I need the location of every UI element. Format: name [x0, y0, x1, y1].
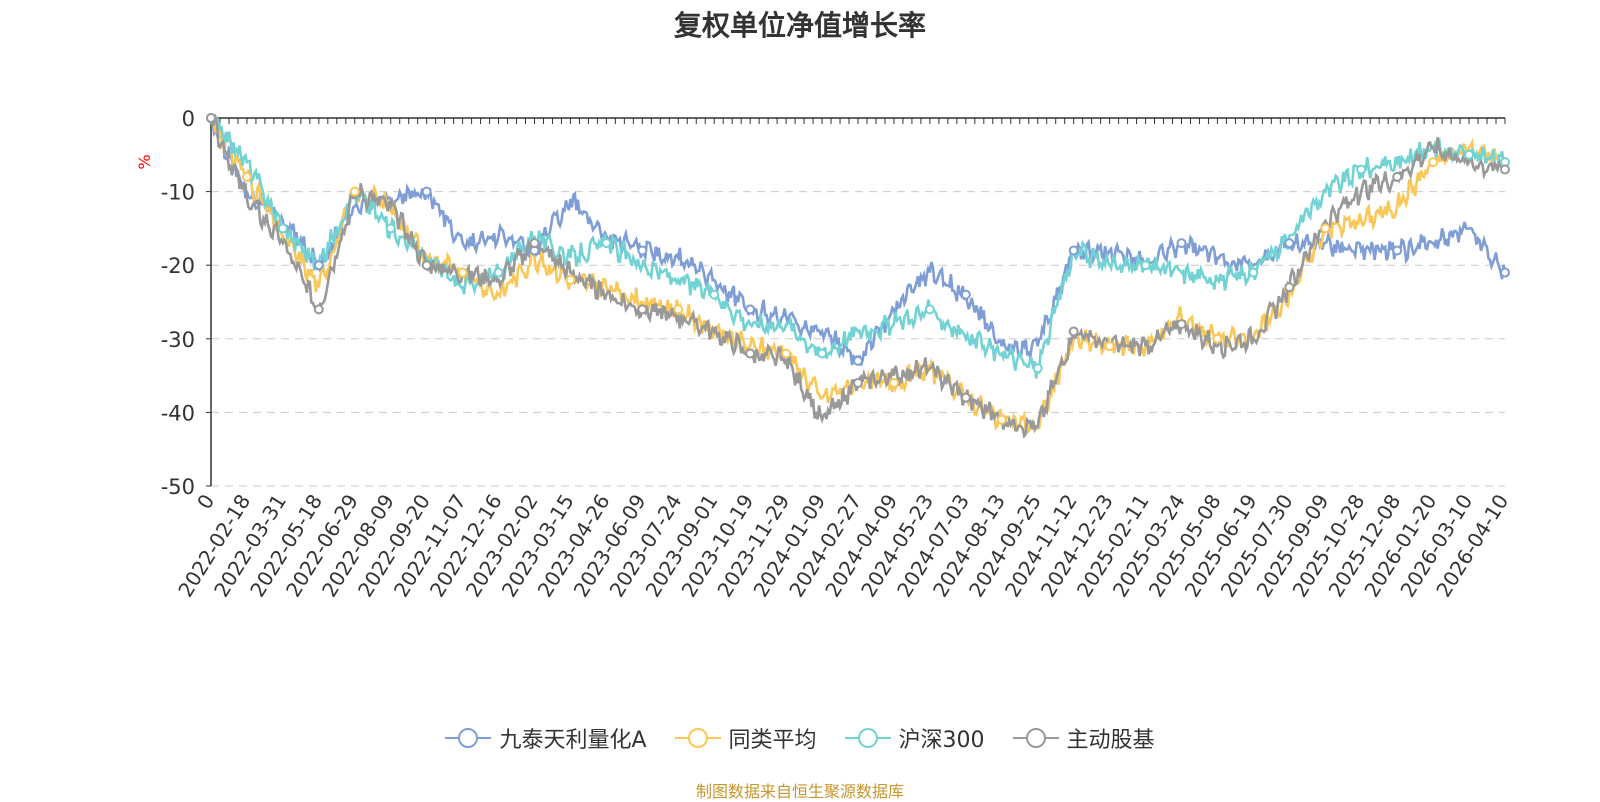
source-note: 制图数据来自恒生聚源数据库 [695, 782, 904, 801]
legend-item[interactable]: 沪深300 [844, 722, 985, 754]
series-point[interactable] [313, 304, 324, 315]
series-point[interactable] [206, 113, 216, 123]
marker-layer [206, 113, 1510, 425]
y-tick-label: -10 [161, 181, 195, 205]
series-point[interactable] [1104, 341, 1115, 352]
legend-item[interactable]: 同类平均 [674, 722, 817, 754]
series-point[interactable] [1392, 171, 1403, 182]
legend: 九泰天利量化A 同类平均 沪深300 主动股基 [0, 722, 1600, 754]
series-point[interactable] [1140, 260, 1151, 271]
y-tick-label: 0 [182, 107, 195, 131]
series-point[interactable] [565, 274, 576, 285]
axis-layer: 0-10-20-30-40-5002022-02-182022-03-31202… [161, 107, 1514, 601]
series-point[interactable] [1176, 319, 1187, 330]
series-point[interactable] [781, 348, 792, 359]
series-point[interactable] [1248, 267, 1259, 278]
series-point[interactable] [637, 304, 648, 315]
series-point[interactable] [1176, 238, 1187, 249]
legend-label: 同类平均 [728, 728, 817, 753]
series-point[interactable] [1284, 238, 1295, 249]
series-point[interactable] [960, 289, 971, 300]
y-tick-label: -50 [161, 475, 195, 499]
series-point[interactable] [1464, 149, 1475, 160]
y-tick-label: -30 [161, 328, 195, 352]
series-point[interactable] [960, 392, 971, 403]
series-point[interactable] [888, 377, 899, 388]
series-point[interactable] [853, 355, 863, 366]
series-point[interactable] [385, 223, 396, 234]
series-point[interactable] [277, 223, 288, 234]
legend-label: 沪深300 [898, 728, 985, 753]
series-point[interactable] [853, 377, 863, 388]
series-point[interactable] [1500, 164, 1510, 175]
series-point[interactable] [924, 304, 935, 315]
series-line [209, 115, 1506, 379]
series-point[interactable] [493, 267, 504, 278]
series-point[interactable] [745, 348, 756, 359]
legend-item[interactable]: 九泰天利量化A [445, 722, 647, 754]
series-point[interactable] [996, 414, 1007, 425]
series-point[interactable] [1212, 333, 1223, 344]
y-tick-label: -40 [161, 401, 195, 425]
series-point[interactable] [1284, 282, 1295, 293]
series-point[interactable] [637, 245, 648, 256]
series-point[interactable] [745, 304, 756, 315]
y-tick-label: -20 [161, 254, 195, 278]
legend-label: 九泰天利量化A [499, 728, 647, 753]
series-point[interactable] [1068, 326, 1079, 337]
series-point[interactable] [241, 171, 252, 182]
chart-title: 复权单位净值增长率 [673, 9, 926, 42]
series-point[interactable] [313, 260, 324, 271]
series-point[interactable] [1392, 245, 1403, 256]
series-point[interactable] [457, 267, 468, 278]
series-point[interactable] [421, 186, 432, 197]
series-point[interactable] [673, 304, 684, 315]
y-axis-label: % [135, 154, 154, 169]
x-tick-label: 0 [192, 490, 219, 514]
series-point[interactable] [601, 238, 612, 249]
series-point[interactable] [1032, 363, 1043, 374]
legend-item[interactable]: 主动股基 [1012, 722, 1155, 754]
series-layer [209, 113, 1507, 440]
series-point[interactable] [1320, 223, 1331, 234]
series-point[interactable] [529, 238, 540, 249]
series-point[interactable] [1428, 157, 1439, 168]
legend-line-circle-icon [1012, 728, 1059, 748]
series-line [209, 113, 1506, 440]
legend-line-circle-icon [445, 728, 492, 748]
series-point[interactable] [709, 289, 720, 300]
series-point[interactable] [1500, 267, 1510, 278]
legend-line-circle-icon [844, 728, 891, 748]
series-point[interactable] [349, 186, 360, 197]
legend-label: 主动股基 [1066, 728, 1155, 753]
series-point[interactable] [1068, 245, 1079, 256]
legend-line-circle-icon [674, 728, 721, 748]
series-point[interactable] [421, 260, 432, 271]
series-point[interactable] [817, 348, 828, 359]
series-point[interactable] [1356, 164, 1367, 175]
